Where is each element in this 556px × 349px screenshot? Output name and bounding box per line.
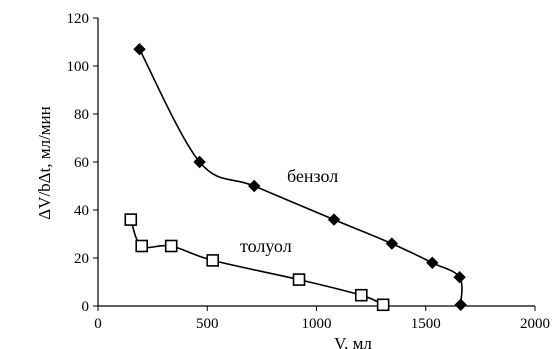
- y-tick-label: 100: [67, 59, 90, 75]
- series-label-toluol: толуол: [240, 236, 292, 256]
- point-benzol: [426, 256, 439, 270]
- point-toluol: [292, 273, 306, 286]
- point-benzol: [327, 213, 341, 226]
- y-tick-label: 40: [74, 203, 89, 219]
- series-label-benzol: бензол: [287, 166, 338, 186]
- y-tick-label: 120: [67, 11, 90, 27]
- point-toluol: [376, 298, 390, 312]
- point-benzol: [193, 155, 206, 169]
- x-axis-title: V, мл: [334, 334, 372, 349]
- point-benzol: [385, 237, 399, 250]
- point-toluol: [124, 213, 138, 226]
- x-tick-label: 2000: [520, 316, 550, 332]
- point-benzol: [133, 42, 146, 56]
- point-toluol: [164, 239, 178, 253]
- x-tick-label: 0: [94, 316, 102, 332]
- series-layer: [124, 42, 467, 312]
- point-toluol: [135, 239, 148, 253]
- x-tick-label: 1500: [411, 316, 441, 332]
- y-tick-label: 0: [82, 299, 90, 315]
- point-benzol: [453, 270, 466, 284]
- point-benzol: [454, 298, 467, 312]
- axes: 0 20 40 60 80 100 120 0 500 1000 1500 2000: [67, 11, 551, 332]
- point-toluol: [354, 288, 368, 302]
- y-axis-title: ΔV/bΔt, мл/мин: [35, 106, 54, 220]
- y-tick-label: 60: [74, 155, 89, 171]
- point-toluol: [206, 254, 220, 267]
- x-tick-label: 500: [196, 316, 219, 332]
- series-line-toluol: [130, 219, 384, 306]
- y-tick-label: 20: [74, 251, 89, 267]
- point-benzol: [248, 179, 261, 193]
- x-tick-label: 1000: [302, 316, 332, 332]
- y-tick-label: 80: [74, 107, 89, 123]
